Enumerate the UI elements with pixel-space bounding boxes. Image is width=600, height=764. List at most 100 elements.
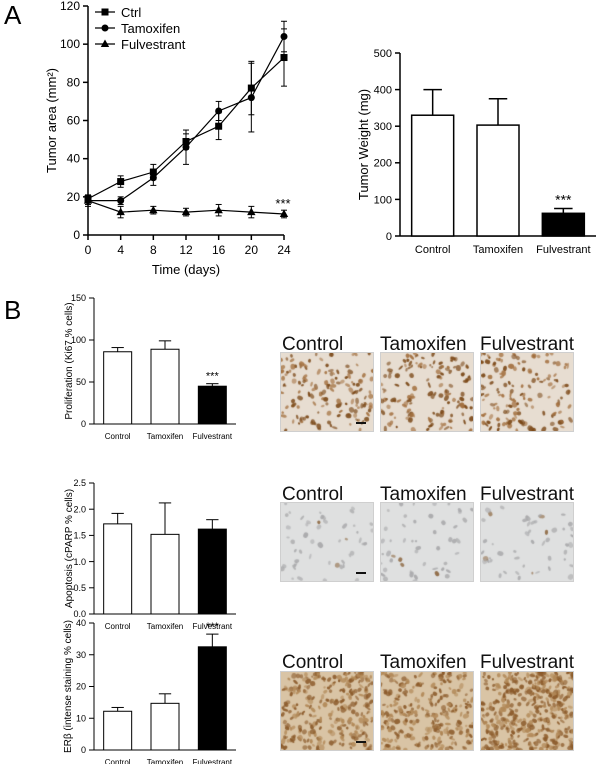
weight-chart: 0 100 200 300 400 500 Tumor Weight (mg) Control… <box>356 48 596 256</box>
growth-ytick-label: 80 <box>67 75 81 89</box>
ihc-label-cparp-fulvestrant: Fulvestrant <box>480 484 574 505</box>
growth-point-tamoxifen <box>182 143 190 151</box>
legend-label-tamoxifen: Tamoxifen <box>121 21 180 36</box>
erb-bar-control <box>103 710 133 751</box>
scale-bar <box>356 422 366 424</box>
ihc-label-ki67-fulvestrant: Fulvestrant <box>480 334 574 355</box>
apop-category-label: Tamoxifen <box>147 622 183 631</box>
erb-ytick-label: 10 <box>76 713 86 723</box>
growth-point-tamoxifen <box>117 197 125 205</box>
ihc-label-ki67-tamoxifen: Tamoxifen <box>380 334 467 355</box>
weight-ytick-label: 200 <box>374 158 392 170</box>
ihc-micrograph-cparp-control <box>280 502 374 582</box>
prolif-ytick-label: 50 <box>76 377 86 387</box>
apop-ytick-label: 2.5 <box>73 478 86 488</box>
growth-series-line-tamoxifen <box>88 36 285 202</box>
growth-point-fulvestrant <box>214 205 223 214</box>
weight-category-label: Tamoxifen <box>473 244 523 256</box>
panel-label-b: B <box>4 295 21 325</box>
apop-bar-control <box>103 523 133 615</box>
growth-ytick-label: 0 <box>73 228 80 242</box>
growth-point-fulvestrant <box>247 207 256 216</box>
prolif-significance: *** <box>206 371 220 383</box>
prolif-ylabel: Proliferation (Ki67 % cells) <box>64 302 75 419</box>
weight-significance: *** <box>555 192 572 208</box>
ihc-label-ki67-control: Control <box>282 334 344 355</box>
ihc-micrograph-erbeta-control <box>280 671 374 751</box>
ihc-label-erbeta-fulvestrant: Fulvestrant <box>480 652 574 673</box>
erb-ytick-label: 20 <box>76 682 86 692</box>
erb-significance: *** <box>206 621 220 633</box>
prolif-bar-fulvestrant <box>197 385 227 425</box>
growth-chart: 0 20 40 60 80 100 120 0 4 8 12 16 20 24 Time (days) Tum… <box>44 0 291 277</box>
growth-ytick-label: 20 <box>67 190 81 204</box>
apop-ytick-label: 1.0 <box>73 557 86 567</box>
ihc-micrograph-ki67-control <box>280 352 374 432</box>
ihc-label-cparp-control: Control <box>282 484 344 505</box>
scale-bar <box>356 741 366 743</box>
erb-ytick-label: 30 <box>76 650 86 660</box>
weight-ytick-label: 300 <box>374 121 392 133</box>
growth-point-tamoxifen <box>149 174 157 182</box>
weight-ytick-label: 0 <box>386 231 392 243</box>
growth-point-fulvestrant <box>83 196 93 204</box>
growth-point-fulvestrant <box>116 207 125 216</box>
legend-marker-fulvestrant <box>100 39 110 47</box>
erb-ylabel: ERβ (intense staining % cells) <box>63 620 74 753</box>
apop-ytick-label: 0.5 <box>73 583 86 593</box>
scale-bar <box>356 572 366 574</box>
growth-point-tamoxifen <box>280 33 288 41</box>
growth-xtick-label: 16 <box>212 243 226 257</box>
growth-series-line-ctrl <box>87 57 285 200</box>
growth-significance: *** <box>275 196 290 211</box>
ihc-micrograph-erbeta-tamoxifen <box>380 671 474 751</box>
ihc-micrograph-cparp-tamoxifen <box>380 502 474 582</box>
weight-bar-tamoxifen <box>476 124 520 237</box>
growth-xtick-label: 4 <box>117 243 124 257</box>
growth-xtick-label: 8 <box>150 243 157 257</box>
erb-category-label: Tamoxifen <box>147 758 183 764</box>
ihc-micrograph-ki67-fulvestrant <box>480 352 574 432</box>
weight-bar-control <box>410 114 455 237</box>
weight-ytick-label: 500 <box>374 48 392 60</box>
apop-ytick-label: 0.0 <box>73 609 86 619</box>
growth-point-fulvestrant <box>181 207 191 216</box>
weight-bar-fulvestrant <box>541 212 586 237</box>
prolif-category-label: Fulvestrant <box>193 432 233 441</box>
apop-bar-tamoxifen <box>150 533 180 615</box>
prolif-bar-control <box>103 351 133 425</box>
apop-ylabel: Apoptosis (cPARP % cells) <box>64 489 75 608</box>
apop-bar-fulvestrant <box>197 528 227 615</box>
growth-xtick-label: 24 <box>277 243 291 257</box>
ihc-label-erbeta-tamoxifen: Tamoxifen <box>380 652 467 673</box>
ihc-label-cparp-tamoxifen: Tamoxifen <box>380 484 467 505</box>
ihc-micrograph-erbeta-fulvestrant <box>480 671 574 751</box>
growth-xlabel: Time (days) <box>152 262 220 277</box>
weight-category-label: Control <box>415 244 450 256</box>
erb-ytick-label: 0 <box>81 745 86 755</box>
growth-point-tamoxifen <box>215 107 223 115</box>
growth-point-fulvestrant <box>149 205 158 214</box>
weight-category-label: Fulvestrant <box>536 244 590 256</box>
ihc-label-erbeta-control: Control <box>282 652 344 673</box>
erb-bar-tamoxifen <box>150 702 180 751</box>
prolif-ytick-label: 150 <box>71 293 86 303</box>
growth-ytick-label: 120 <box>60 0 80 13</box>
prolif-ytick-label: 0 <box>81 419 86 429</box>
growth-ytick-label: 100 <box>60 37 80 51</box>
erb-category-label: Fulvestrant <box>193 758 233 764</box>
growth-point-tamoxifen <box>247 94 255 102</box>
prolif-category-label: Tamoxifen <box>147 432 183 441</box>
growth-point-ctrl <box>280 54 288 62</box>
erb-ytick-label: 40 <box>76 618 86 628</box>
growth-xtick-label: 20 <box>245 243 259 257</box>
panel-label-a: A <box>4 0 22 30</box>
weight-ytick-label: 100 <box>374 194 392 206</box>
legend-marker-ctrl <box>101 8 109 16</box>
prolif-bar-tamoxifen <box>150 348 180 425</box>
weight-ytick-label: 400 <box>374 84 392 96</box>
ihc-micrograph-ki67-tamoxifen <box>380 352 474 432</box>
